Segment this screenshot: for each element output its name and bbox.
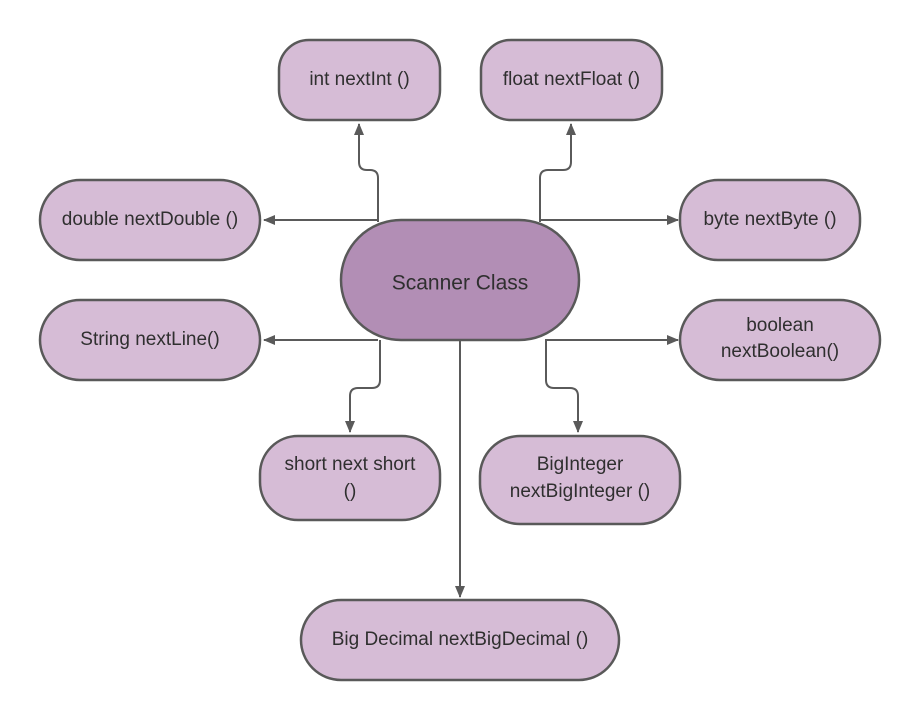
next-int-label: int nextInt () xyxy=(309,69,409,90)
next-float-shape xyxy=(479,38,664,122)
next-boolean-label-line1: boolean xyxy=(746,315,814,336)
next-double-shape xyxy=(38,178,262,262)
scanner-class-node: Scanner Class xyxy=(339,218,581,342)
next-line-shape xyxy=(38,298,262,382)
next-boolean-shape xyxy=(678,298,882,382)
connector-next-int xyxy=(354,123,379,222)
next-big-decimal-node: Big Decimal nextBigDecimal () xyxy=(299,598,621,682)
next-byte-shape xyxy=(678,178,862,262)
next-short-label-line2: () xyxy=(344,481,357,502)
next-byte-label: byte nextByte () xyxy=(703,209,836,230)
next-big-decimal-shape xyxy=(299,598,621,682)
next-double-label: double nextDouble () xyxy=(62,209,238,230)
scanner-class-shape xyxy=(339,218,581,342)
next-double-node: double nextDouble () xyxy=(38,178,262,262)
next-big-integer-label-line2: nextBigInteger () xyxy=(510,481,650,502)
next-byte-node: byte nextByte () xyxy=(678,178,862,262)
next-big-integer-label-line1: BigInteger xyxy=(537,454,624,475)
scanner-class-label: Scanner Class xyxy=(392,272,529,295)
next-big-decimal-label: Big Decimal nextBigDecimal () xyxy=(332,629,589,650)
next-boolean-label-line2: nextBoolean() xyxy=(721,341,839,362)
next-big-integer-node: BigInteger nextBigInteger () xyxy=(478,434,682,526)
connector-next-big-integer xyxy=(545,340,583,433)
next-float-label: float nextFloat () xyxy=(503,69,640,90)
next-line-label: String nextLine() xyxy=(80,329,219,350)
connectors xyxy=(263,123,679,598)
next-short-label-line1: short next short xyxy=(285,454,417,475)
next-boolean-node: boolean nextBoolean() xyxy=(678,298,882,382)
next-line-node: String nextLine() xyxy=(38,298,262,382)
connector-next-short xyxy=(345,340,381,433)
next-big-integer-shape xyxy=(478,434,682,526)
next-short-shape xyxy=(258,434,442,522)
next-int-node: int nextInt () xyxy=(277,38,442,122)
connector-next-float xyxy=(539,123,576,222)
next-short-node: short next short () xyxy=(258,434,442,522)
next-float-node: float nextFloat () xyxy=(479,38,664,122)
next-int-shape xyxy=(277,38,442,122)
